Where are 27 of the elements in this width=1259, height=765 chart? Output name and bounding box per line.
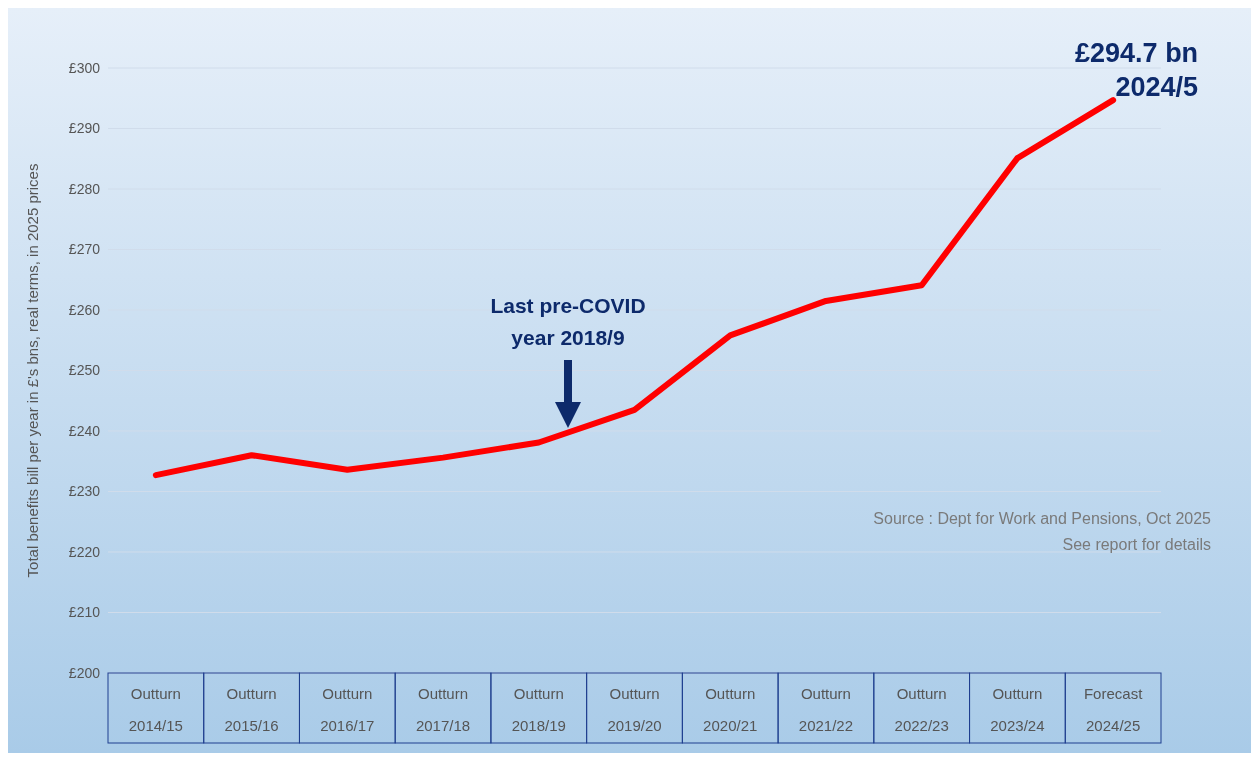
y-tick-label: £200 (68, 664, 101, 681)
x-tick-label: Outturn 2018/19 (511, 685, 566, 734)
x-tick-label: Outturn 2014/15 (128, 685, 183, 734)
annotation: £294.7 bn 2024/5 (1075, 38, 1199, 103)
x-tick-label: Outturn 2015/16 (224, 685, 279, 734)
y-tick-label: £230 (68, 483, 101, 500)
x-tick-label: Outturn 2021/22 (798, 685, 854, 734)
x-tick-label: Outturn 2020/21 (703, 685, 758, 734)
x-tick-label: Outturn 2023/24 (990, 685, 1045, 734)
x-tick-label: Forecast 2024/25 (1083, 685, 1144, 734)
y-tick-label: £210 (68, 604, 101, 621)
x-tick-label: Outturn 2022/23 (894, 685, 949, 734)
annotation: Last pre-COVID year 2018/9 (489, 293, 647, 351)
x-tick-label: Outturn 2016/17 (320, 685, 375, 734)
annotation: See report for details (1061, 535, 1211, 555)
y-tick-label: £280 (68, 180, 101, 197)
y-axis-title: Total benefits bill per year in £'s bns, real terms, in 2025 prices (24, 163, 42, 578)
y-tick-label: £260 (68, 301, 101, 318)
y-tick-label: £220 (68, 543, 101, 560)
y-tick-label: £290 (68, 120, 101, 137)
x-tick-label: Outturn 2019/20 (607, 685, 662, 734)
y-tick-label: £250 (68, 362, 101, 379)
y-tick-label: £300 (68, 59, 101, 76)
annotation: Source : Dept for Work and Pensions, Oct 2025 (873, 509, 1211, 529)
x-tick-label: Outturn 2017/18 (415, 685, 471, 734)
y-tick-label: £240 (68, 422, 101, 439)
y-tick-label: £270 (68, 241, 101, 258)
